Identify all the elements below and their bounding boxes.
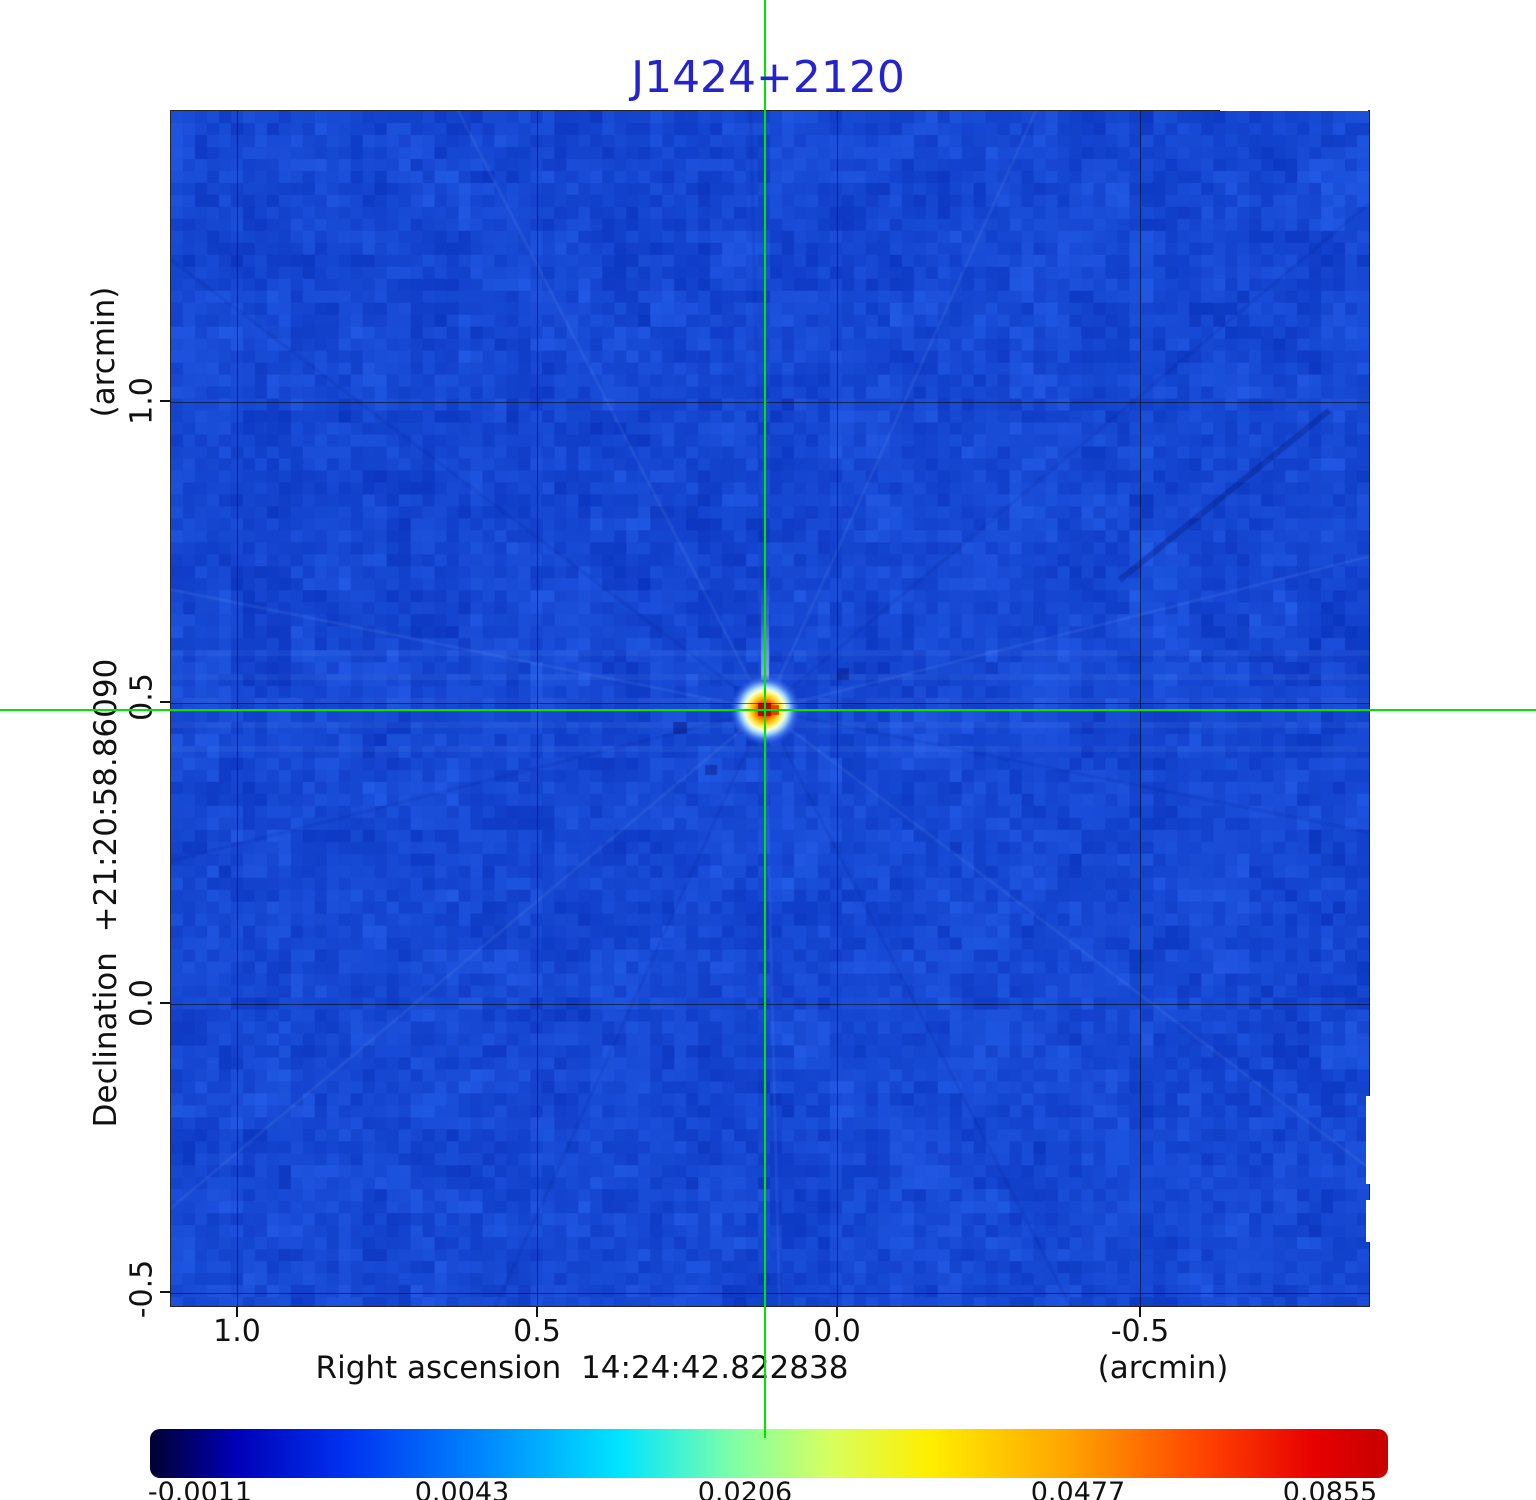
colorbar-label-2: 0.0043 bbox=[415, 1477, 509, 1500]
y-tick-mark bbox=[160, 701, 170, 703]
x-axis-title: Right ascension 14:24:42.822838 bbox=[316, 1350, 849, 1386]
y-tick-label-0.0: 0.0 bbox=[125, 979, 160, 1027]
border-artifact-right-2 bbox=[1366, 1200, 1370, 1242]
y-tick-label-1.0: 1.0 bbox=[125, 377, 160, 425]
border-artifact-top bbox=[1220, 108, 1368, 111]
horizontal-crosshair-line bbox=[0, 709, 1536, 711]
y-tick-mark bbox=[160, 1291, 170, 1293]
colorbar-label-mid: 0.0206 bbox=[698, 1477, 792, 1500]
colorbar-gradient bbox=[150, 1429, 1388, 1478]
y-tick-mark bbox=[160, 400, 170, 402]
vertical-crosshair-line bbox=[764, 0, 766, 1438]
y-tick-label-0.5: 0.5 bbox=[125, 673, 160, 721]
gridline-horizontal--0.5 bbox=[171, 1293, 1369, 1294]
x-tick-label-0.5: 0.5 bbox=[513, 1314, 561, 1349]
page-title: J1424+2120 bbox=[0, 52, 1536, 103]
y-axis-title: Declination +21:20:58.86090 bbox=[88, 659, 124, 1128]
x-axis-unit-label: (arcmin) bbox=[1098, 1350, 1229, 1386]
x-tick-label--0.5: -0.5 bbox=[1111, 1314, 1170, 1349]
colorbar-label-max: 0.0855 bbox=[1283, 1477, 1377, 1500]
x-tick-label-1.0: 1.0 bbox=[213, 1314, 261, 1349]
gridline-horizontal-1.0 bbox=[171, 402, 1369, 403]
y-tick-mark bbox=[160, 1002, 170, 1004]
gridline-horizontal-0.0 bbox=[171, 1004, 1369, 1005]
colorbar-label-min: -0.0011 bbox=[148, 1477, 252, 1500]
x-tick-label-0.0: 0.0 bbox=[813, 1314, 861, 1349]
colorbar-label-4: 0.0477 bbox=[1031, 1477, 1125, 1500]
figure: J1424+2120 (arcmin) Declination +21:20:5… bbox=[0, 0, 1536, 1500]
border-artifact-right-1 bbox=[1366, 1096, 1370, 1184]
gridline-horizontal-0.5 bbox=[171, 703, 1369, 704]
y-tick-label--0.5: -0.5 bbox=[125, 1260, 160, 1319]
y-axis-unit-label: (arcmin) bbox=[86, 287, 122, 418]
